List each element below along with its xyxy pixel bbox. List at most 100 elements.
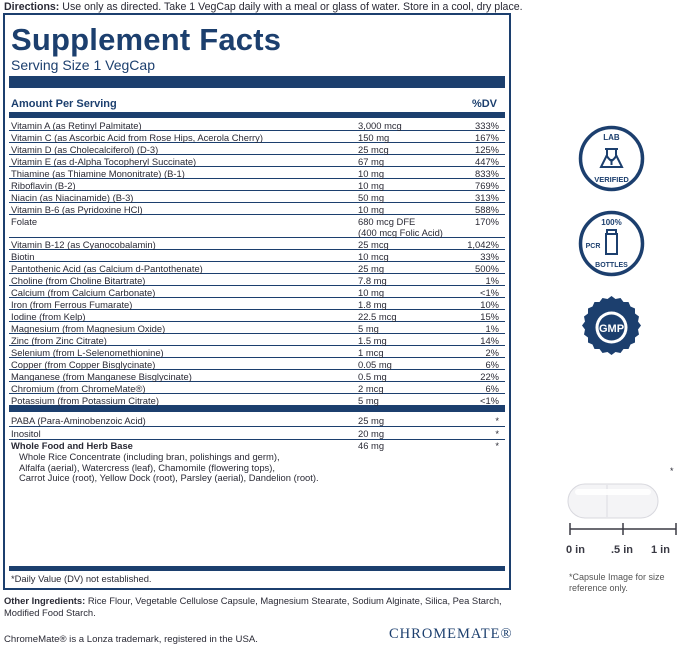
nutrient-dv: 10% [480, 299, 499, 310]
amount-line: 1.5 mg [358, 335, 387, 346]
nutrient-row: Selenium (from L-Selenomethionine) 1 mcg 2… [9, 346, 505, 358]
nutrient-dv: 1,042% [467, 239, 499, 250]
plant-flask-icon [599, 148, 624, 168]
nutrient-dv: 500% [475, 263, 499, 274]
nutrient-dv: 14% [480, 335, 499, 346]
amount-line-2: (400 mcg Folic Acid) [358, 227, 443, 238]
amount-line: 50 mg [358, 192, 385, 203]
other-ingredients: Other Ingredients: Rice Flour, Vegetable… [4, 595, 502, 618]
footer-divider [9, 566, 505, 571]
base-line: Carrot Juice (root), Yellow Dock (root),… [19, 472, 319, 483]
nutrient-row: Folate 680 mcg DFE (400 mcg Folic Acid) 170… [9, 215, 505, 238]
nutrient-name: Vitamin C (as Ascorbic Acid from Rose Hi… [11, 132, 263, 143]
nutrient-amount: 0.05 mg [358, 359, 392, 370]
nutrient-dv: 2% [485, 347, 499, 358]
amount-line: 10 mcg [358, 251, 389, 262]
other-amount: 20 mg [358, 428, 385, 439]
nutrient-dv: 170% [475, 216, 499, 227]
amount-line: 25 mcg [358, 239, 389, 250]
nutrient-amount: 1.5 mg [358, 335, 387, 346]
nutrient-amount: 5 mg [358, 395, 379, 406]
nutrient-dv: 1% [485, 323, 499, 334]
nutrient-name: Potassium (from Potassium Citrate) [11, 395, 159, 406]
nutrient-name: Riboflavin (B-2) [11, 180, 76, 191]
nutrient-row: Manganese (from Manganese Bisglycinate) 0… [9, 370, 505, 382]
nutrient-row: Vitamin D (as Cholecalciferol) (D-3) 25 m… [9, 143, 505, 155]
size-scale [569, 523, 677, 535]
scale-label-1: 1 in [651, 544, 670, 556]
capsule-note: *Capsule Image for size reference only. [569, 572, 665, 593]
amount-line: 25 mg [358, 263, 385, 274]
chromemate-logo: CHROMEMATE® [389, 626, 513, 642]
nutrient-amount: 680 mcg DFE (400 mcg Folic Acid) [358, 216, 443, 238]
bottles-text: BOTTLES [595, 262, 628, 269]
nutrient-amount: 25 mg [358, 263, 384, 274]
nutrient-row: Riboflavin (B-2) 10 mg 769% [9, 179, 505, 191]
directions-text: Directions: Use only as directed. Take 1… [4, 1, 523, 13]
amount-line: 2 mcg [358, 383, 384, 394]
nutrient-name: Iodine (from Kelp) [11, 311, 86, 322]
amount-line: 10 mg [358, 168, 385, 179]
other-row: PABA (Para-Aminobenzoic Acid) 25 mg * [9, 414, 505, 427]
table-header: Amount Per Serving %DV [11, 98, 497, 110]
capsule-star: * [670, 466, 674, 476]
nutrient-row: Potassium (from Potassium Citrate) 5 mg <1… [9, 394, 505, 406]
nutrient-row: Choline (from Choline Bitartrate) 7.8 mg 1… [9, 274, 505, 286]
nutrient-dv: 833% [475, 168, 499, 179]
nutrient-amount: 0.5 mg [358, 371, 387, 382]
nutrient-dv: 33% [480, 251, 499, 262]
gmp-text: GMP [599, 323, 624, 335]
dv-footnote: *Daily Value (DV) not established. [11, 573, 152, 584]
base-dv: * [495, 440, 499, 451]
other-amount: 25 mg [358, 415, 385, 426]
header-divider [9, 112, 505, 118]
lab-text: LAB [603, 133, 620, 142]
other-dv: * [495, 415, 499, 426]
amount-line: 5 mg [358, 323, 379, 334]
other-name: Inositol [11, 428, 41, 439]
nutrient-dv: 333% [475, 120, 499, 131]
nutrient-amount: 22.5 mcg [358, 311, 397, 322]
trademark-note: ChromeMate® is a Lonza trademark, regist… [4, 634, 258, 645]
nutrient-amount: 2 mcg [358, 383, 384, 394]
nutrient-name: Folate [11, 216, 38, 227]
nutrient-amount: 5 mg [358, 323, 379, 334]
nutrient-name: Pantothenic Acid (as Calcium d-Pantothen… [11, 263, 203, 274]
nutrient-amount: 10 mg [358, 180, 384, 191]
nutrient-name: Zinc (from Zinc Citrate) [11, 335, 107, 346]
amount-line: 680 mcg DFE [358, 216, 416, 227]
amount-line: 10 mg [358, 180, 385, 191]
nutrient-name: Chromium (from ChromeMate®) [11, 383, 146, 394]
amount-line: 25 mcg [358, 144, 389, 155]
lab-verified-badge: LAB VERIFIED [578, 125, 645, 192]
nutrient-row: Niacin (as Niacinamide) (B-3) 50 mg 313% [9, 191, 505, 203]
nutrient-amount: 67 mg [358, 156, 384, 167]
amount-line: 7.8 mg [358, 275, 387, 286]
other-row: Inositol 20 mg * [9, 427, 505, 440]
nutrient-row: Calcium (from Calcium Carbonate) 10 mg <1% [9, 286, 505, 298]
amount-line: 150 mg [358, 132, 390, 143]
amount-per-serving-label: Amount Per Serving [11, 98, 117, 110]
nutrient-row: Vitamin A (as Retinyl Palmitate) 3,000 mc… [9, 119, 505, 131]
nutrient-amount: 7.8 mg [358, 275, 387, 286]
thick-divider [9, 76, 505, 88]
nutrient-name: Manganese (from Manganese Bisglycinate) [11, 371, 192, 382]
bottle-icon [605, 229, 618, 255]
base-line: Alfalfa (aerial), Watercress (leaf), Cha… [19, 461, 275, 473]
nutrient-dv: <1% [479, 395, 499, 406]
nutrient-name: Choline (from Choline Bitartrate) [11, 275, 146, 286]
nutrient-name: Copper (from Copper Bisglycinate) [11, 359, 156, 370]
nutrient-row: Copper (from Copper Bisglycinate) 0.05 mg… [9, 358, 505, 370]
nutrient-dv: 22% [480, 371, 499, 382]
amount-line: 1 mcg [358, 347, 384, 358]
nutrient-amount: 1.8 mg [358, 299, 387, 310]
base-line: Whole Rice Concentrate (including bran, … [19, 451, 280, 462]
nutrient-dv: 588% [475, 204, 499, 215]
nutrient-dv: 313% [475, 192, 499, 203]
amount-line: 67 mg [358, 156, 385, 167]
nutrient-name: Thiamine (as Thiamine Mononitrate) (B-1) [11, 168, 185, 179]
capsule-image [567, 483, 659, 519]
nutrient-name: Vitamin A (as Retinyl Palmitate) [11, 120, 142, 131]
base-amount: 46 mg [358, 440, 385, 451]
nutrient-dv: 167% [475, 132, 499, 143]
